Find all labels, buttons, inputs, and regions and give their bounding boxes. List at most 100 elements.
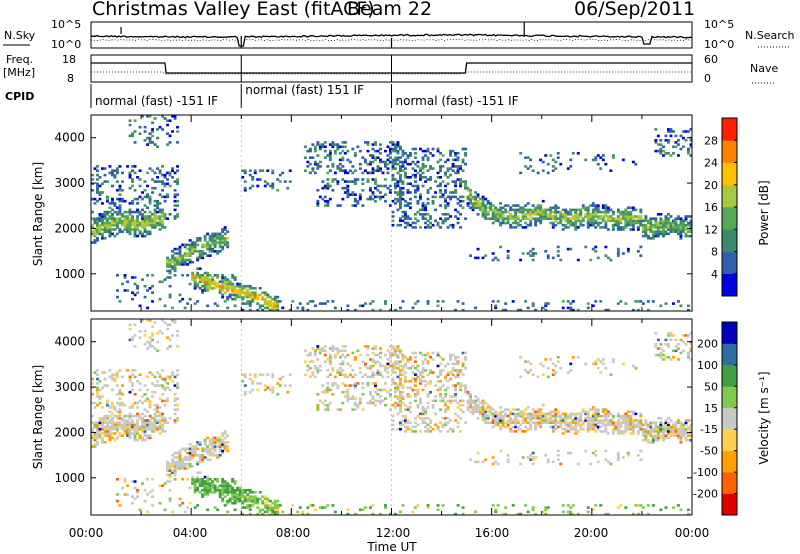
velocity-cell	[166, 399, 169, 403]
velocity-cell	[101, 395, 104, 398]
power-cell	[341, 165, 345, 168]
power-cell	[624, 221, 628, 225]
velocity-cell	[431, 399, 435, 403]
velocity-cell	[524, 425, 528, 429]
power-cell	[193, 284, 197, 288]
velocity-cell	[256, 388, 260, 392]
velocity-cell	[188, 447, 192, 451]
velocity-cell	[579, 425, 583, 429]
velocity-cell	[243, 495, 247, 498]
power-cell	[544, 304, 548, 308]
velocity-cell	[626, 421, 630, 424]
velocity-cell	[308, 353, 312, 357]
power-cell	[544, 208, 548, 212]
velocity-cell	[679, 427, 683, 431]
velocity-cell	[619, 414, 623, 418]
velocity-cell	[198, 480, 202, 483]
power-cell	[414, 189, 417, 192]
power-cell	[486, 213, 490, 216]
power-cell	[687, 228, 690, 231]
power-cell	[321, 180, 325, 183]
velocity-cell	[571, 356, 575, 359]
power-cell	[616, 302, 620, 305]
power-cell	[454, 195, 457, 199]
velocity-cell	[539, 414, 543, 418]
power-cell	[451, 223, 455, 227]
power-cell	[136, 221, 139, 225]
velocity-cell	[118, 434, 122, 437]
velocity-cell	[168, 480, 172, 483]
velocity-cell	[644, 436, 648, 440]
velocity-cell	[416, 406, 420, 409]
velocity-cell	[158, 425, 162, 429]
velocity-cell	[128, 377, 132, 381]
power-cell	[303, 156, 307, 159]
velocity-cell	[143, 499, 147, 503]
power-cell	[677, 300, 680, 303]
power-cell	[654, 141, 658, 144]
power-cell	[414, 180, 417, 183]
power-cell	[371, 178, 375, 181]
velocity-cell	[374, 353, 377, 357]
velocity-cell	[474, 510, 477, 514]
power-ytick-label: 3000	[54, 176, 85, 190]
velocity-cell	[386, 371, 390, 374]
power-cell	[644, 215, 648, 218]
power-cell	[689, 230, 693, 233]
power-cell	[156, 202, 159, 205]
velocity-cell	[341, 373, 345, 376]
velocity-cell	[371, 347, 375, 350]
power-cell	[409, 154, 412, 157]
power-cell	[511, 204, 515, 207]
power-cell	[153, 171, 157, 175]
velocity-cell	[624, 412, 628, 416]
power-cell	[311, 167, 315, 170]
velocity-cell	[276, 504, 280, 507]
velocity-cell	[96, 403, 99, 407]
power-cell	[223, 300, 227, 303]
velocity-cell	[96, 443, 99, 446]
velocity-cell	[651, 427, 655, 431]
velocity-cell	[491, 425, 495, 429]
power-cell	[353, 178, 357, 181]
power-cell	[621, 158, 625, 162]
velocity-cell	[679, 441, 683, 444]
power-cell	[414, 147, 417, 151]
velocity-cell	[391, 427, 395, 431]
power-cell	[186, 274, 190, 277]
power-cell	[561, 215, 565, 218]
power-cell	[321, 186, 325, 190]
power-cell	[654, 128, 658, 131]
power-cell	[609, 217, 613, 220]
power-cell	[336, 182, 340, 186]
power-cell	[672, 219, 675, 223]
velocity-cell	[636, 421, 640, 424]
power-cell	[441, 213, 445, 216]
power-cell	[631, 223, 635, 227]
power-cell	[639, 219, 643, 223]
power-cell	[621, 228, 625, 231]
power-cell	[186, 302, 190, 305]
power-cell	[559, 258, 563, 262]
velocity-cell	[619, 423, 623, 427]
velocity-cell	[96, 430, 99, 433]
velocity-cell	[629, 425, 633, 429]
velocity-cell	[406, 366, 410, 370]
power-cell	[419, 167, 422, 170]
velocity-cell	[133, 414, 137, 418]
power-cell	[519, 208, 523, 212]
velocity-cell	[221, 434, 225, 437]
power-cell	[662, 149, 665, 153]
velocity-cell	[531, 508, 535, 512]
velocity-cell	[168, 499, 172, 503]
velocity-cell	[667, 425, 670, 429]
power-cell	[501, 217, 505, 220]
velocity-cell	[166, 323, 169, 326]
velocity-cell	[111, 403, 114, 407]
velocity-cell	[399, 397, 402, 400]
velocity-cell	[313, 508, 317, 512]
power-cell	[268, 184, 272, 188]
velocity-cell	[96, 427, 99, 431]
velocity-cell	[381, 399, 385, 403]
velocity-cell	[656, 338, 660, 342]
